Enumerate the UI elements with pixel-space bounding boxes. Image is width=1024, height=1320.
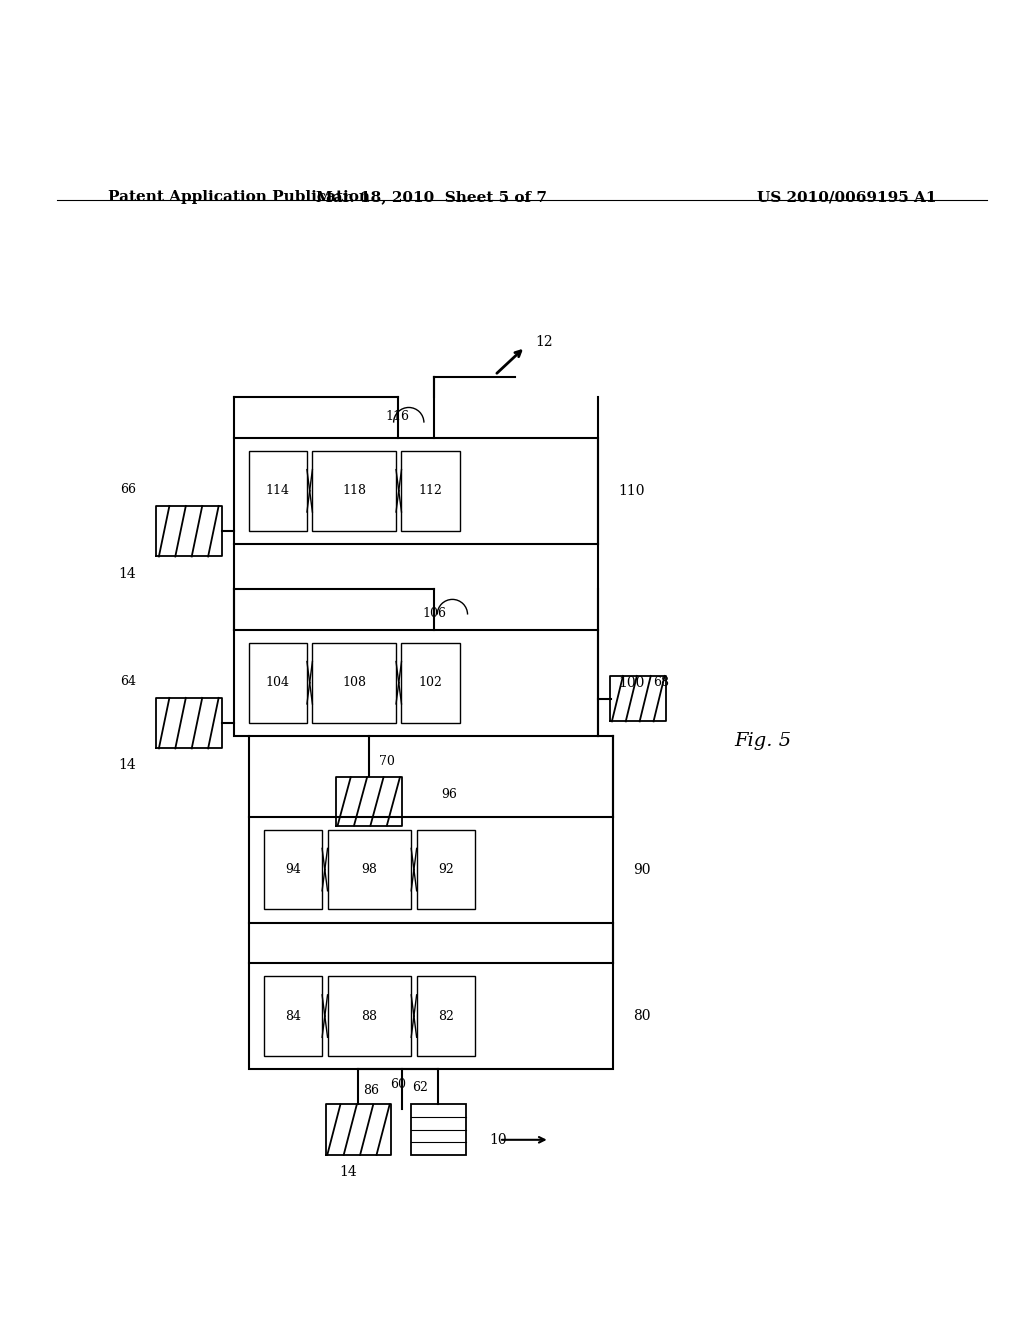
Text: 110: 110: [618, 484, 644, 498]
Text: 94: 94: [285, 863, 301, 876]
FancyBboxPatch shape: [250, 964, 613, 1069]
Text: 90: 90: [633, 862, 650, 876]
FancyBboxPatch shape: [401, 451, 460, 531]
Text: 66: 66: [120, 483, 136, 496]
Text: 86: 86: [364, 1084, 380, 1097]
Text: 70: 70: [379, 755, 394, 767]
Text: 68: 68: [653, 676, 670, 689]
FancyBboxPatch shape: [250, 817, 613, 923]
Text: Patent Application Publication: Patent Application Publication: [108, 190, 370, 205]
Text: 82: 82: [438, 1010, 454, 1023]
Text: Fig. 5: Fig. 5: [734, 731, 792, 750]
Text: 112: 112: [419, 484, 442, 498]
FancyBboxPatch shape: [411, 1105, 466, 1155]
Text: 84: 84: [285, 1010, 301, 1023]
Text: 14: 14: [118, 566, 136, 581]
FancyBboxPatch shape: [328, 977, 412, 1056]
Text: Mar. 18, 2010  Sheet 5 of 7: Mar. 18, 2010 Sheet 5 of 7: [315, 190, 547, 205]
Text: 62: 62: [413, 1081, 428, 1094]
FancyBboxPatch shape: [264, 830, 323, 909]
Text: 102: 102: [419, 676, 442, 689]
Text: 96: 96: [441, 788, 458, 801]
FancyBboxPatch shape: [249, 643, 307, 722]
Text: 80: 80: [633, 1008, 650, 1023]
Text: 108: 108: [342, 676, 367, 689]
Text: 114: 114: [266, 484, 290, 498]
FancyBboxPatch shape: [312, 451, 396, 531]
Text: 118: 118: [342, 484, 367, 498]
Text: 14: 14: [340, 1166, 357, 1179]
Text: 60: 60: [390, 1078, 407, 1092]
Text: 88: 88: [361, 1010, 378, 1023]
FancyBboxPatch shape: [234, 438, 598, 544]
Text: 106: 106: [422, 607, 446, 619]
FancyBboxPatch shape: [328, 830, 412, 909]
Text: 98: 98: [361, 863, 377, 876]
Text: 104: 104: [266, 676, 290, 689]
Text: 100: 100: [618, 676, 644, 690]
FancyBboxPatch shape: [417, 830, 475, 909]
Text: 116: 116: [386, 409, 410, 422]
FancyBboxPatch shape: [264, 977, 323, 1056]
FancyBboxPatch shape: [401, 643, 460, 722]
FancyBboxPatch shape: [249, 451, 307, 531]
Text: 64: 64: [120, 675, 136, 688]
Text: 12: 12: [536, 335, 553, 348]
Text: US 2010/0069195 A1: US 2010/0069195 A1: [757, 190, 936, 205]
FancyBboxPatch shape: [417, 977, 475, 1056]
Text: 92: 92: [438, 863, 454, 876]
FancyBboxPatch shape: [234, 630, 598, 735]
Text: 14: 14: [118, 759, 136, 772]
Text: 10: 10: [489, 1133, 507, 1147]
FancyBboxPatch shape: [312, 643, 396, 722]
